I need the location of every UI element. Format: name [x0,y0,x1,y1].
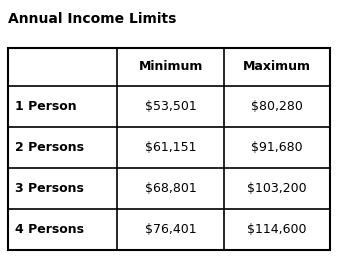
Text: $76,401: $76,401 [145,223,196,236]
Text: 2 Persons: 2 Persons [15,141,84,154]
Bar [8,48,330,250]
Text: $80,280: $80,280 [251,100,303,113]
Text: $61,151: $61,151 [145,141,196,154]
Text: Annual Income Limits: Annual Income Limits [8,12,176,26]
Text: $68,801: $68,801 [145,182,196,195]
Text: Maximum: Maximum [243,61,311,74]
Text: $53,501: $53,501 [145,100,196,113]
Text: 1 Person: 1 Person [15,100,77,113]
Text: 3 Persons: 3 Persons [15,182,84,195]
Text: $103,200: $103,200 [247,182,307,195]
Text: $91,680: $91,680 [251,141,303,154]
Text: $114,600: $114,600 [247,223,307,236]
Text: Minimum: Minimum [138,61,203,74]
Text: 4 Persons: 4 Persons [15,223,84,236]
